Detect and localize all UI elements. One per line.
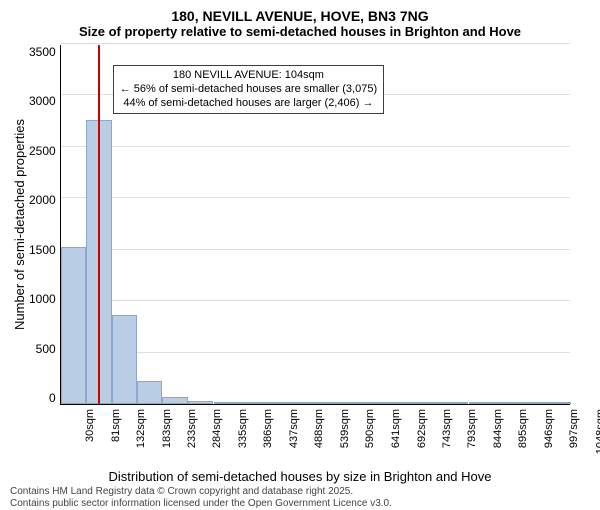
histogram-bar [494,402,520,404]
x-tick: 233sqm [186,409,198,448]
histogram-bar [418,402,443,404]
x-tick: 284sqm [211,409,223,448]
x-tick: 488sqm [313,409,325,448]
y-tick: 500 [36,342,56,356]
gridline [61,146,570,147]
x-tick: 386sqm [262,409,274,448]
histogram-bar [239,402,265,404]
y-tick: 2500 [29,144,56,158]
plot-area: Number of semi-detached properties 35003… [10,45,590,405]
x-tick: 539sqm [339,409,351,448]
x-tick: 641sqm [390,409,402,448]
annotation-line: 180 NEVILL AVENUE: 104sqm [120,69,377,83]
histogram-bar [469,402,495,404]
x-tick: 132sqm [135,409,147,448]
x-tick: 997sqm [568,409,580,448]
annotation-box: 180 NEVILL AVENUE: 104sqm← 56% of semi-d… [113,65,384,114]
x-tick: 81sqm [110,409,122,442]
y-tick: 2000 [29,193,56,207]
y-tick: 1000 [29,292,56,306]
histogram-bar [162,397,188,404]
x-tick: 1048sqm [594,409,600,454]
histogram-chart: 180, NEVILL AVENUE, HOVE, BN3 7NG Size o… [0,0,600,500]
x-tick: 844sqm [492,409,504,448]
histogram-bar [265,402,291,404]
histogram-bar [341,402,367,404]
annotation-line: 44% of semi-detached houses are larger (… [120,97,377,111]
histogram-bar [392,402,418,404]
y-tick: 3500 [29,45,56,59]
marker-line [98,45,100,404]
annotation-line: ← 56% of semi-detached houses are smalle… [120,83,377,97]
gridline [61,197,570,198]
x-tick: 183sqm [161,409,173,448]
footer-line-1: Contains HM Land Registry data © Crown c… [10,486,590,498]
gridline [61,300,570,301]
histogram-bar [137,381,162,404]
histogram-bar [61,247,87,404]
histogram-bar [443,402,469,404]
x-axis-ticks: 30sqm 81sqm 132sqm 183sqm 233sqm 284sqm 335sqm… [80,405,590,465]
x-tick: 895sqm [517,409,529,448]
x-tick: 793sqm [466,409,478,448]
x-tick: 692sqm [416,409,428,448]
plot-region: 180 NEVILL AVENUE: 104sqm← 56% of semi-d… [60,45,570,405]
x-tick: 946sqm [543,409,555,448]
x-tick: 30sqm [84,409,96,442]
x-tick: 437sqm [288,409,300,448]
y-axis-ticks: 3500 3000 2500 2000 1500 1000 500 0 [29,45,60,405]
histogram-bar [214,402,240,404]
y-tick: 0 [49,391,56,405]
x-tick: 335sqm [237,409,249,448]
histogram-bar [290,402,316,404]
x-axis-label: Distribution of semi-detached houses by … [10,469,590,484]
histogram-bar [112,315,138,404]
x-tick: 590sqm [365,409,377,448]
gridline [61,43,570,44]
histogram-bar [520,402,546,404]
histogram-bar [188,401,214,404]
y-tick: 1500 [29,243,56,257]
gridline [61,249,570,250]
histogram-bar [316,402,342,404]
footer-attribution: Contains HM Land Registry data © Crown c… [10,486,590,510]
chart-title: 180, NEVILL AVENUE, HOVE, BN3 7NG [10,8,590,24]
x-tick: 743sqm [441,409,453,448]
histogram-bar [545,402,571,404]
chart-subtitle: Size of property relative to semi-detach… [10,24,590,39]
y-tick: 3000 [29,94,56,108]
y-axis-label: Number of semi-detached properties [10,45,29,405]
histogram-bar [367,402,393,404]
